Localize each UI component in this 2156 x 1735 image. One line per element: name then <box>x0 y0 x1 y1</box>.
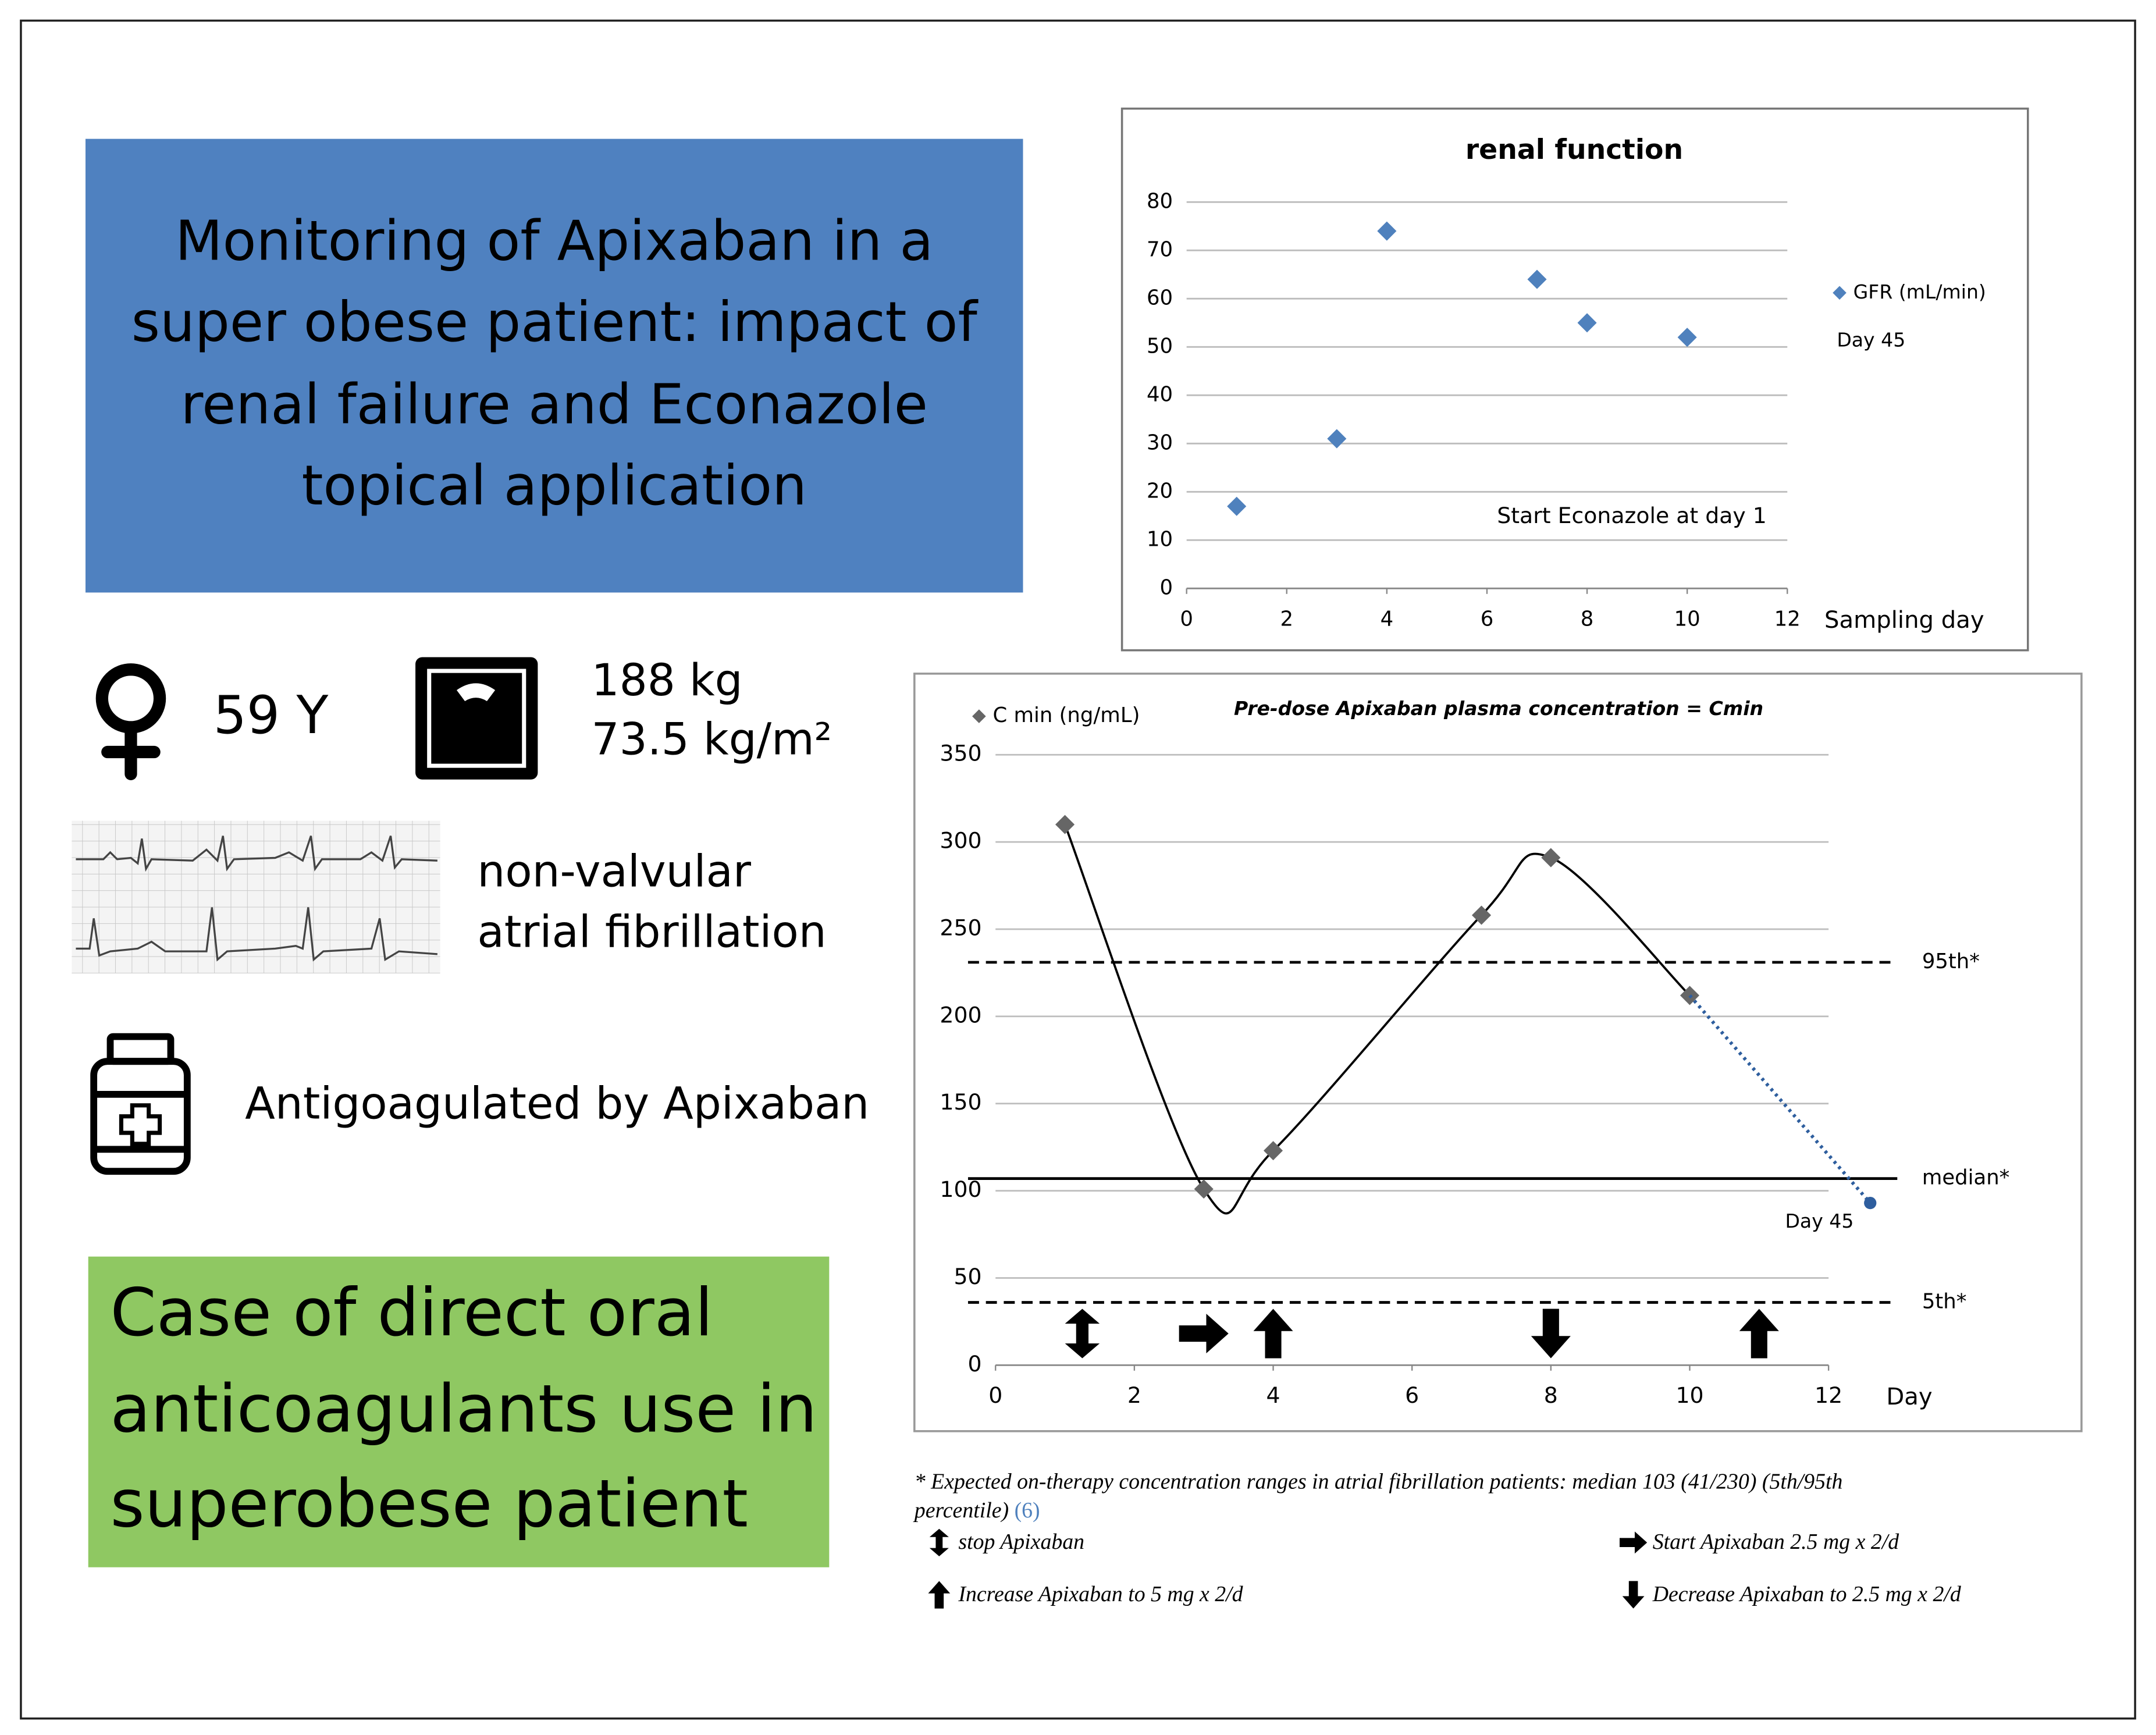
y-tick-label: 30 <box>1147 431 1173 454</box>
title-line: super obese patient: impact of <box>131 290 979 354</box>
x-tick-label: 4 <box>1381 607 1394 631</box>
data-point <box>1227 496 1247 516</box>
legend-label: Decrease Apixaban to 2.5 mg x 2/d <box>1652 1582 1961 1606</box>
x-tick-label: 4 <box>1266 1382 1280 1408</box>
legend-label: stop Apixaban <box>958 1530 1084 1554</box>
female-icon <box>95 663 166 780</box>
y-tick-label: 70 <box>1147 237 1173 261</box>
x-tick-label: 12 <box>1815 1382 1842 1408</box>
case-line: Case of direct oral <box>111 1274 713 1351</box>
age: 59 Y <box>214 685 329 746</box>
legend-label: Increase Apixaban to 5 mg x 2/d <box>958 1582 1243 1606</box>
therapy-arrow <box>1531 1309 1571 1359</box>
legend-label: Start Apixaban 2.5 mg x 2/d <box>1653 1530 1899 1554</box>
y-tick-label: 250 <box>940 915 981 940</box>
x-tick-label: 10 <box>1675 1382 1703 1408</box>
y-tick-label: 150 <box>940 1089 981 1115</box>
diagnosis-line: atrial fibrillation <box>477 906 826 957</box>
note: Day 45 <box>1837 329 1905 351</box>
footnote-line: percentile) (6) <box>913 1498 1040 1523</box>
series-line <box>1063 824 1691 1215</box>
y-tick-label: 200 <box>940 1002 981 1028</box>
y-tick-label: 40 <box>1147 382 1173 406</box>
y-tick-label: 0 <box>1159 575 1173 599</box>
legend-arrow <box>929 1528 949 1556</box>
legend-label: C min (ng/mL) <box>992 703 1140 727</box>
legend-arrow <box>928 1581 951 1609</box>
footnote-text: * Expected on-therapy concentration rang… <box>915 1469 1843 1494</box>
y-tick-label: 0 <box>968 1351 982 1377</box>
bmi: 73.5 kg/m² <box>592 713 832 765</box>
point-label: Day 45 <box>1785 1210 1853 1232</box>
title-box <box>85 138 1023 593</box>
y-tick-label: 60 <box>1147 286 1173 310</box>
x-tick-label: 12 <box>1774 607 1801 631</box>
x-tick-label: 8 <box>1581 607 1594 631</box>
y-tick-label: 80 <box>1147 189 1173 213</box>
y-tick-label: 50 <box>954 1264 981 1289</box>
treatment: Antigoagulated by Apixaban <box>245 1078 869 1129</box>
data-point <box>1527 269 1547 289</box>
x-tick-label: 10 <box>1674 607 1700 631</box>
diagnosis-line: non-valvular <box>477 845 751 897</box>
title-line: topical application <box>301 454 807 518</box>
y-tick-label: 350 <box>940 741 981 766</box>
x-tick-label: 8 <box>1544 1382 1558 1408</box>
footnote-line: * Expected on-therapy concentration rang… <box>915 1469 1843 1494</box>
data-point <box>1677 328 1697 347</box>
y-tick-label: 50 <box>1147 334 1173 358</box>
x-axis-label: Sampling day <box>1824 607 1984 634</box>
x-tick-label: 2 <box>1127 1382 1141 1408</box>
y-tick-label: 300 <box>940 828 981 854</box>
scale-icon <box>415 657 538 780</box>
legend-marker <box>1833 286 1847 300</box>
footnote-space <box>1009 1498 1014 1523</box>
chart-frame <box>1120 107 2029 652</box>
x-tick-label: 2 <box>1280 607 1293 631</box>
footnote-text: percentile) <box>913 1498 1009 1523</box>
x-axis-label: Day <box>1886 1384 1932 1410</box>
data-point <box>1377 221 1397 241</box>
case-line: anticoagulants use in <box>111 1370 817 1447</box>
ecg-image <box>72 820 440 973</box>
data-point <box>1194 1179 1214 1199</box>
chart-title: Pre-dose Apixaban plasma concentration =… <box>1234 697 1763 720</box>
x-tick-label: 6 <box>1481 607 1494 631</box>
reference-label: 95th* <box>1922 950 1980 973</box>
chart-frame <box>913 673 2083 1432</box>
legend-arrow <box>1619 1531 1648 1554</box>
legend-arrow <box>1622 1581 1645 1609</box>
medicine-icon <box>90 1033 191 1175</box>
x-tick-label: 6 <box>1405 1382 1419 1408</box>
data-point <box>1327 429 1347 449</box>
footnote-reference: (6) <box>1015 1498 1040 1523</box>
legend-label: GFR (mL/min) <box>1853 280 1986 303</box>
reference-label: 5th* <box>1922 1289 1967 1313</box>
chart-title: renal function <box>1465 134 1683 166</box>
title-line: Monitoring of Apixaban in a <box>175 209 933 273</box>
annotation: Start Econazole at day 1 <box>1497 503 1767 528</box>
therapy-arrow <box>1253 1309 1293 1359</box>
reference-label: median* <box>1922 1166 2010 1190</box>
title-line: renal failure and Econazole <box>180 373 927 437</box>
therapy-arrow <box>1739 1309 1779 1359</box>
y-tick-label: 100 <box>940 1176 981 1202</box>
y-tick-label: 20 <box>1147 479 1173 503</box>
data-point <box>1577 313 1597 333</box>
title: Monitoring of Apixaban in a super obese … <box>131 209 979 518</box>
y-tick-label: 10 <box>1147 527 1173 551</box>
data-point <box>1864 1196 1877 1210</box>
therapy-arrow <box>1179 1314 1229 1354</box>
case-line: superobese patient <box>111 1465 748 1542</box>
case-text: Case of direct oral anticoagulants use i… <box>111 1274 817 1542</box>
x-tick-label: 0 <box>1180 607 1193 631</box>
weight: 188 kg <box>592 655 743 706</box>
therapy-arrow <box>1065 1309 1100 1359</box>
series-line <box>1688 994 1872 1204</box>
x-tick-label: 0 <box>988 1382 1002 1408</box>
case-box <box>88 1256 830 1567</box>
